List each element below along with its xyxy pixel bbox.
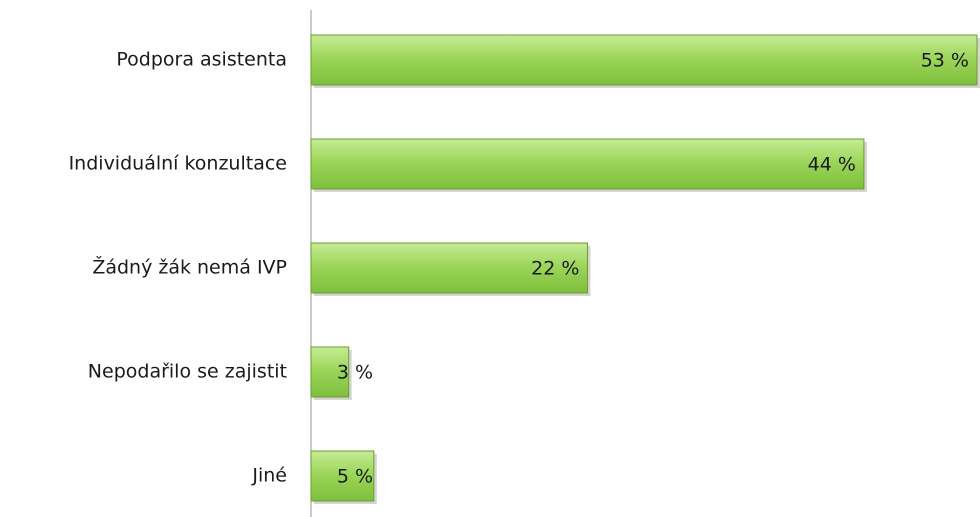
value-label: 5 % — [337, 466, 373, 488]
value-label: 44 % — [808, 154, 856, 176]
category-label: Jiné — [251, 465, 287, 487]
category-label: Podpora asistenta — [116, 49, 287, 71]
value-label: 53 % — [921, 50, 969, 72]
value-label: 22 % — [531, 258, 579, 280]
category-label: Žádný žák nemá IVP — [92, 256, 287, 279]
value-label: 3 % — [337, 362, 373, 384]
bar — [310, 346, 350, 398]
bar — [310, 450, 375, 502]
category-label: Individuální konzultace — [69, 153, 287, 175]
bar — [310, 34, 978, 86]
bar — [310, 138, 865, 190]
bar — [310, 242, 588, 294]
category-label: Nepodařilo se zajistit — [88, 361, 287, 383]
